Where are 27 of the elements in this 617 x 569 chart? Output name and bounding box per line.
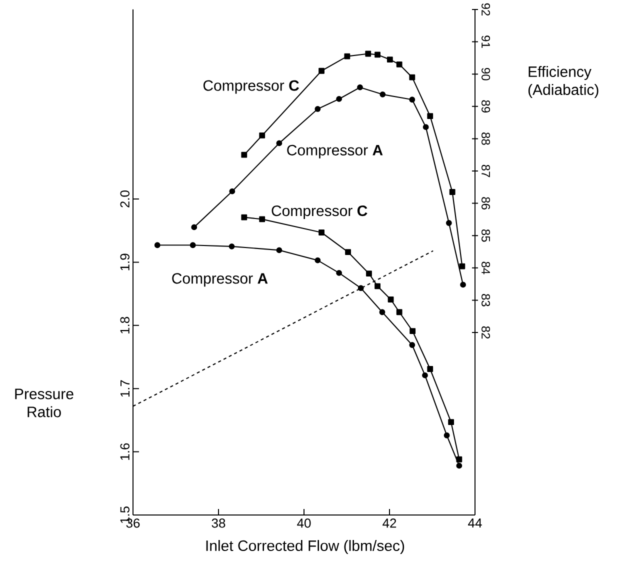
y-tick-label: 2.0: [120, 190, 130, 208]
y-axis-title: Pressure Ratio: [15, 388, 74, 418]
series-label: Compressor A: [172, 273, 268, 287]
x-tick-label: 42: [382, 518, 396, 528]
y-tick-label: 1.8: [120, 316, 130, 334]
y2-tick-label: 91: [482, 36, 490, 48]
y2-tick-label: 85: [482, 229, 490, 242]
y2-tick-label: 90: [482, 68, 490, 80]
y2-tick-label: 89: [482, 100, 490, 112]
x-tick-label: 38: [212, 518, 226, 528]
y2-tick-label: 88: [482, 132, 490, 145]
y2-tick-label: 92: [482, 3, 490, 16]
series-label: Compressor C: [272, 205, 368, 220]
y-tick-label: 1.6: [120, 443, 130, 460]
y2-tick-label: 82: [482, 326, 490, 339]
x-axis-title: Inlet Corrected Flow (lbm/sec): [206, 540, 404, 554]
series-label: Compressor A: [287, 144, 383, 158]
y2-tick-label: 83: [482, 294, 490, 306]
x-tick-label: 40: [297, 518, 311, 528]
y2-axis-title: Efficiency (Adiabatic): [528, 66, 598, 98]
y-tick-label: 1.9: [120, 254, 130, 270]
y-tick-label: 1.7: [120, 380, 130, 397]
series-label: Compressor C: [203, 80, 299, 94]
x-tick-label: 44: [468, 518, 482, 528]
y2-tick-label: 84: [482, 262, 490, 274]
y2-tick-label: 86: [482, 197, 490, 210]
y2-tick-label: 87: [482, 164, 490, 178]
